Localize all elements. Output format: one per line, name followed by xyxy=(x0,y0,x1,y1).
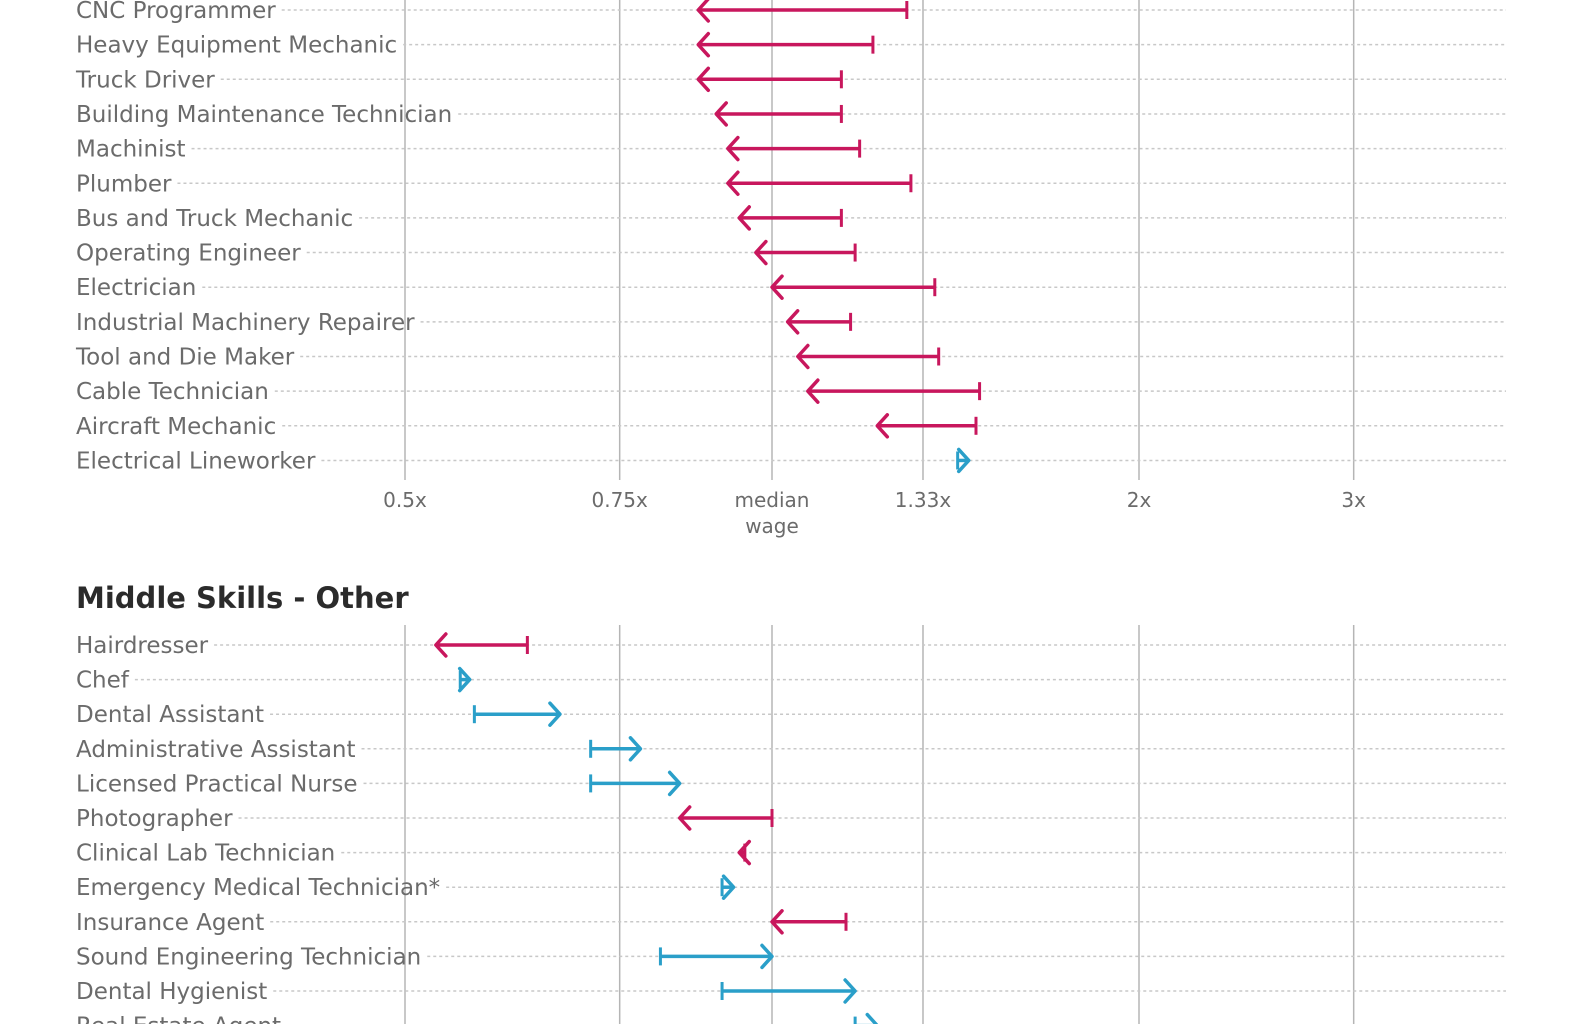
row-photographer: Photographer xyxy=(76,805,1506,832)
arrow-head xyxy=(677,805,692,831)
x-tick-label: 2x xyxy=(1127,488,1152,512)
row-licensed-practical-nurse: Licensed Practical Nurse xyxy=(76,770,1506,797)
row-label: Licensed Practical Nurse xyxy=(76,771,358,797)
arrow-head xyxy=(628,736,643,762)
arrow-head xyxy=(737,205,751,231)
row-label: Industrial Machinery Repairer xyxy=(76,310,415,336)
arrow-head xyxy=(726,135,740,162)
row-administrative-assistant: Administrative Assistant xyxy=(76,736,1506,763)
row-industrial-machinery-repairer: Industrial Machinery Repairer xyxy=(76,309,1506,336)
row-label: Heavy Equipment Mechanic xyxy=(76,33,397,59)
row-aircraft-mechanic: Aircraft Mechanic xyxy=(76,413,1506,440)
row-clinical-lab-technician: Clinical Lab Technician xyxy=(76,839,1506,867)
x-tick-label: 0.5x xyxy=(383,488,427,512)
row-label: Plumber xyxy=(76,171,172,197)
row-real-estate-agent: Real Estate Agent xyxy=(76,1012,879,1024)
row-label: Photographer xyxy=(76,806,233,832)
row-insurance-agent: Insurance Agent xyxy=(76,909,1506,936)
arrow-head xyxy=(434,632,448,658)
row-label: Insurance Agent xyxy=(76,910,264,936)
row-electrical-lineworker: Electrical Lineworker xyxy=(76,447,1506,474)
row-label: Building Maintenance Technician xyxy=(76,102,452,128)
row-label: Dental Assistant xyxy=(76,702,264,728)
chart-panel-2: Middle Skills - Other Hairdresser Chef Dent… xyxy=(76,581,1506,1024)
row-label: CNC Programmer xyxy=(76,0,276,24)
arrow-head xyxy=(696,0,711,23)
row-plumber: Plumber xyxy=(76,170,1506,197)
arrow-head xyxy=(754,239,768,266)
row-label: Clinical Lab Technician xyxy=(76,841,335,867)
row-label: Cable Technician xyxy=(76,379,269,405)
arrow-head xyxy=(714,101,728,127)
row-truck-driver: Truck Driver xyxy=(75,66,1506,93)
row-label: Truck Driver xyxy=(75,67,215,93)
row-operating-engineer: Operating Engineer xyxy=(76,239,1506,267)
arrow-head xyxy=(548,701,562,727)
arrow-head xyxy=(806,378,820,404)
row-label: Operating Engineer xyxy=(76,241,301,267)
arrow-head xyxy=(696,31,711,58)
row-emergency-medical-technician: Emergency Medical Technician* xyxy=(76,874,1506,901)
row-heavy-equipment-mechanic: Heavy Equipment Mechanic xyxy=(76,31,1506,59)
row-dental-assistant: Dental Assistant xyxy=(76,701,1506,728)
row-dental-hygienist: Dental Hygienist xyxy=(76,978,1506,1005)
row-chef: Chef xyxy=(76,666,1506,694)
row-building-maintenance-technician: Building Maintenance Technician xyxy=(76,101,1506,128)
chart-title: Middle Skills - Other xyxy=(76,581,409,615)
row-label: Sound Engineering Technician xyxy=(76,944,421,970)
row-tool-and-die-maker: Tool and Die Maker xyxy=(75,343,1506,371)
x-tick-label: 1.33x xyxy=(895,488,952,512)
row-bus-and-truck-mechanic: Bus and Truck Mechanic xyxy=(76,205,1506,232)
row-label: Bus and Truck Mechanic xyxy=(76,206,353,232)
row-label: Emergency Medical Technician* xyxy=(76,875,440,901)
x-tick-label: median xyxy=(735,488,810,512)
row-label: Dental Hygienist xyxy=(76,979,267,1005)
row-electrician: Electrician xyxy=(76,274,1506,301)
row-label: Administrative Assistant xyxy=(76,737,356,763)
x-tick-label: 3x xyxy=(1341,488,1366,512)
row-label: Electrician xyxy=(76,275,196,301)
arrow-head xyxy=(843,978,857,1004)
arrow-head xyxy=(457,666,472,693)
row-label: Hairdresser xyxy=(76,633,209,659)
arrow-head xyxy=(770,274,784,300)
arrow-head xyxy=(726,170,740,196)
x-tick-label: 0.75x xyxy=(591,488,648,512)
row-hairdresser: Hairdresser xyxy=(76,632,1506,659)
arrow-head xyxy=(956,447,971,474)
arrow-head xyxy=(875,413,890,439)
arrow-head xyxy=(721,874,736,900)
row-label: Electrical Lineworker xyxy=(76,448,316,474)
row-label: Aircraft Mechanic xyxy=(76,414,276,440)
row-cnc-programmer: CNC Programmer xyxy=(76,0,1506,24)
row-sound-engineering-technician: Sound Engineering Technician xyxy=(76,943,1506,970)
arrow-head xyxy=(737,839,751,866)
row-label: Tool and Die Maker xyxy=(75,345,295,371)
x-tick-label: wage xyxy=(745,514,799,538)
row-cable-technician: Cable Technician xyxy=(76,378,1506,405)
arrow-head xyxy=(770,909,784,935)
arrow-head xyxy=(796,343,810,370)
arrow-head xyxy=(667,770,682,797)
row-label: Chef xyxy=(76,668,130,694)
arrow-head xyxy=(760,943,774,970)
row-label: Machinist xyxy=(76,137,186,163)
arrow-head xyxy=(865,1012,879,1024)
row-label: Real Estate Agent xyxy=(76,1014,281,1024)
arrow-head xyxy=(696,66,711,93)
row-machinist: Machinist xyxy=(76,135,1506,163)
arrow-head xyxy=(785,309,800,335)
